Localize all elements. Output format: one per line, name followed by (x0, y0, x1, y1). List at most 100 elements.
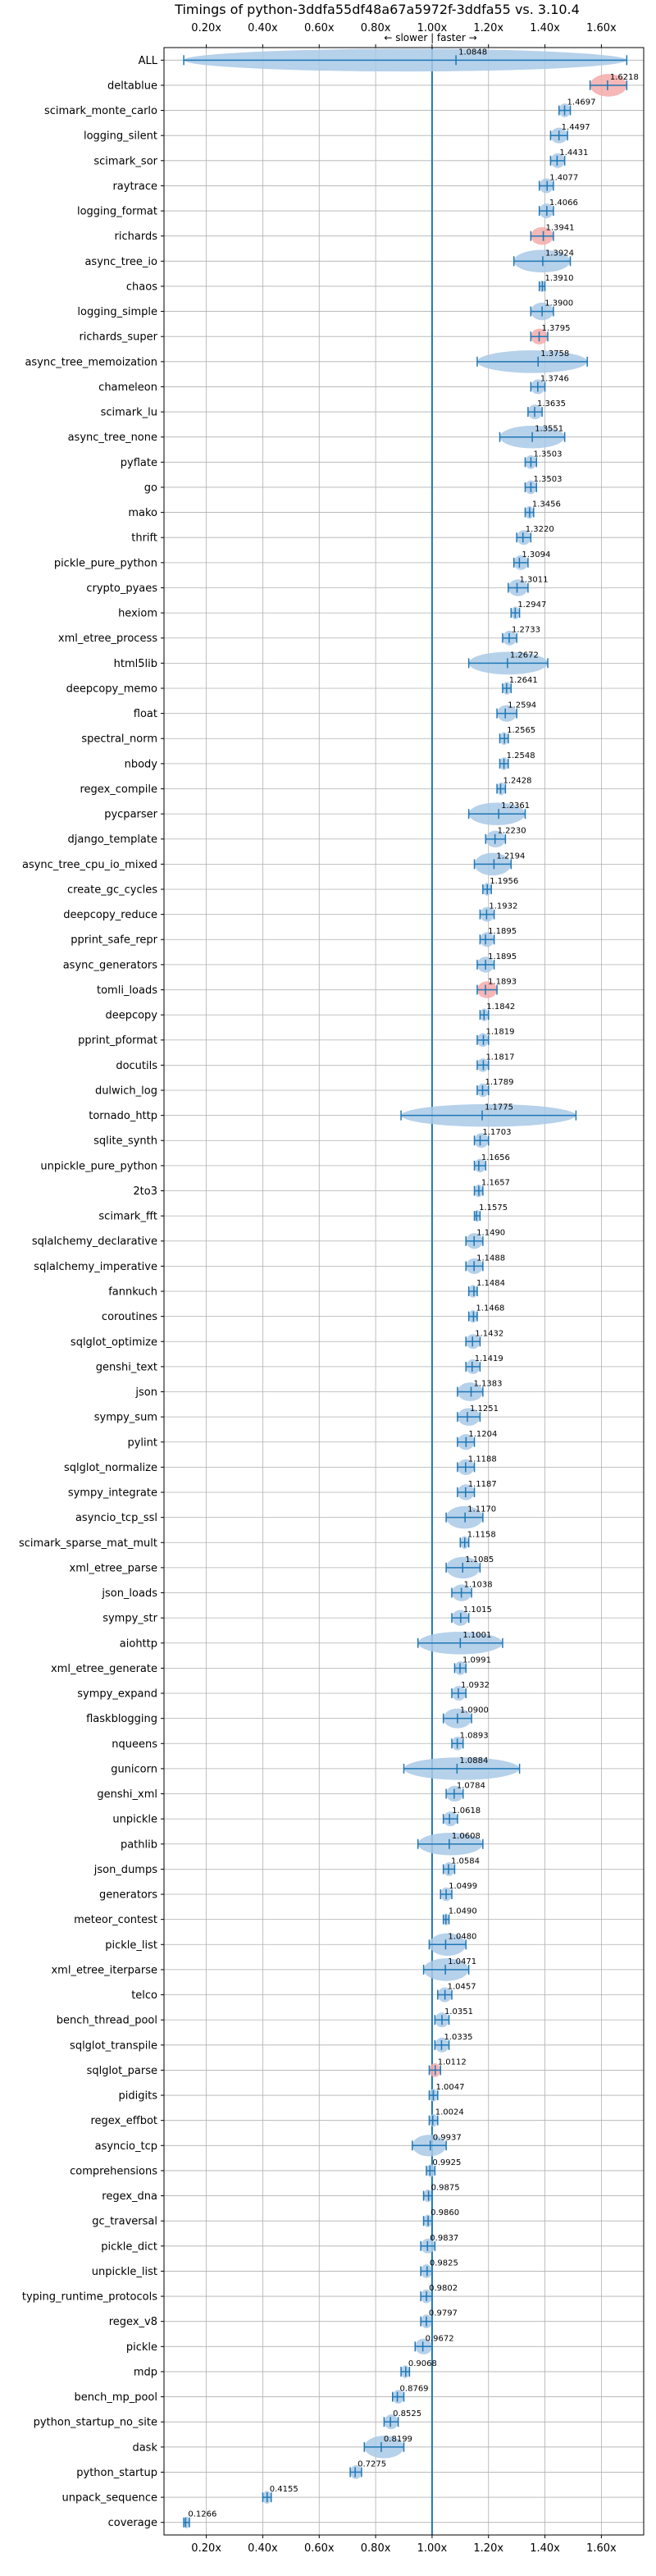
value-label: 1.3456 (532, 500, 561, 509)
value-label: 1.4077 (549, 173, 578, 182)
value-label: 1.0608 (452, 1832, 481, 1841)
value-label: 1.1789 (485, 1078, 513, 1087)
category-label: gc_traversal (92, 2216, 157, 2228)
category-label: typing_runtime_protocols (22, 2291, 157, 2304)
category-label: thrift (131, 532, 157, 545)
category-label: regex_v8 (109, 2316, 157, 2328)
category-label: dulwich_log (95, 1085, 157, 1097)
category-label: pprint_pformat (78, 1035, 157, 1047)
category-label: scimark_fft (98, 1211, 157, 1223)
value-label: 1.2565 (507, 726, 535, 735)
value-label: 0.1266 (188, 2510, 216, 2519)
value-label: 0.9797 (429, 2309, 458, 2318)
value-label: 1.1187 (468, 1480, 497, 1489)
value-label: 1.1468 (476, 1304, 504, 1313)
value-label: 1.4497 (562, 123, 590, 132)
category-label: dask (132, 2441, 157, 2454)
category-label: sympy_str (102, 1613, 157, 1625)
value-label: 1.0884 (459, 1756, 488, 1765)
value-label: 1.1932 (489, 902, 517, 911)
category-label: bench_thread_pool (57, 2015, 157, 2027)
category-label: async_tree_io (84, 256, 157, 268)
value-label: 1.2194 (496, 852, 525, 861)
grid-layer (164, 48, 644, 2535)
category-label: spectral_norm (81, 733, 157, 746)
value-label: 1.0351 (444, 2007, 473, 2016)
category-label: bench_mp_pool (74, 2391, 157, 2404)
category-label: pathlib (121, 1838, 157, 1851)
category-label: regex_compile (80, 783, 157, 796)
category-label: json_dumps (93, 1864, 157, 1876)
value-label: 1.0848 (458, 48, 487, 57)
category-label: deepcopy_reduce (63, 909, 157, 921)
value-label: 1.3795 (542, 324, 571, 333)
category-label: scimark_lu (101, 407, 157, 419)
category-label: telco (131, 1989, 157, 2002)
category-label: sqlglot_transpile (70, 2039, 157, 2052)
value-label: 0.9825 (430, 2259, 458, 2268)
value-label: 1.3635 (537, 400, 566, 409)
category-label: pprint_safe_repr (71, 934, 157, 947)
category-label: pickle_pure_python (54, 557, 157, 569)
category-label: crypto_pyaes (86, 582, 157, 595)
x-tick-label-bottom: 0.20x (191, 2542, 221, 2555)
category-label: sympy_expand (77, 1688, 157, 1701)
value-label: 1.1432 (475, 1329, 503, 1338)
value-label: 1.1956 (490, 877, 518, 886)
category-label: raytrace (112, 180, 157, 193)
x-tick-label-top: 1.20x (473, 22, 503, 34)
category-label: richards (115, 231, 158, 243)
category-label: html5lib (114, 658, 157, 670)
category-label: pickle_dict (101, 2240, 157, 2253)
value-label: 0.8199 (384, 2435, 412, 2444)
category-label: sqlalchemy_imperative (34, 1261, 157, 1273)
value-label: 1.0471 (448, 1957, 476, 1966)
value-label: 1.0499 (449, 1882, 477, 1891)
category-label: fannkuch (108, 1286, 157, 1299)
category-label: tomli_loads (97, 984, 157, 997)
x-tick-label-top: 0.80x (361, 22, 391, 34)
value-label: 1.1817 (485, 1053, 514, 1062)
category-label: gunicorn (111, 1763, 157, 1775)
category-label: regex_effbot (90, 2115, 157, 2127)
category-label: json (134, 1386, 157, 1399)
value-label: 1.2428 (503, 776, 531, 785)
category-label: genshi_xml (97, 1788, 157, 1801)
category-label: pickle (126, 2341, 157, 2354)
value-label: 1.1895 (488, 927, 517, 936)
value-label: 1.0047 (436, 2083, 465, 2092)
category-label: deepcopy (105, 1010, 157, 1022)
value-label: 1.0457 (448, 1983, 476, 1992)
value-label: 1.1490 (476, 1229, 505, 1238)
category-label: coverage (108, 2517, 157, 2529)
value-label: 1.2230 (498, 827, 526, 836)
category-label: generators (99, 1889, 157, 1902)
value-label: 1.3924 (545, 249, 574, 258)
value-label: 1.4431 (559, 148, 588, 158)
category-label: xml_etree_generate (51, 1663, 157, 1675)
category-label: genshi_text (96, 1361, 157, 1373)
value-label: 1.0784 (457, 1782, 485, 1791)
category-label: aiohttp (120, 1637, 157, 1650)
x-tick-label-bottom: 0.60x (304, 2542, 335, 2555)
value-label: 0.9937 (433, 2133, 462, 2142)
category-label: float (134, 708, 157, 720)
category-label: logging_format (77, 206, 157, 218)
value-label: 1.1085 (465, 1555, 494, 1564)
value-label: 1.1015 (463, 1605, 492, 1615)
category-label: async_tree_memoization (25, 356, 157, 368)
category-label: comprehensions (70, 2165, 157, 2177)
value-label: 1.1484 (476, 1279, 505, 1288)
category-label: async_generators (63, 959, 158, 971)
value-label: 1.3746 (540, 374, 569, 383)
category-label: async_tree_cpu_io_mixed (22, 859, 157, 871)
axis-layer: 0.20x 0.20x 0.40x 0.40x 0.60x 0.60x 0.80x 0.80x… (161, 22, 617, 2555)
x-tick-label-top: 0.20x (191, 22, 221, 34)
category-label: sympy_integrate (68, 1487, 157, 1500)
value-label: 0.4155 (270, 2485, 298, 2494)
category-label: pycparser (104, 809, 157, 821)
category-label: meteor_contest (74, 1914, 157, 1926)
x-tick-label-top: 0.40x (248, 22, 278, 34)
value-label: 0.9925 (432, 2158, 461, 2167)
value-label: 1.6218 (610, 73, 639, 82)
